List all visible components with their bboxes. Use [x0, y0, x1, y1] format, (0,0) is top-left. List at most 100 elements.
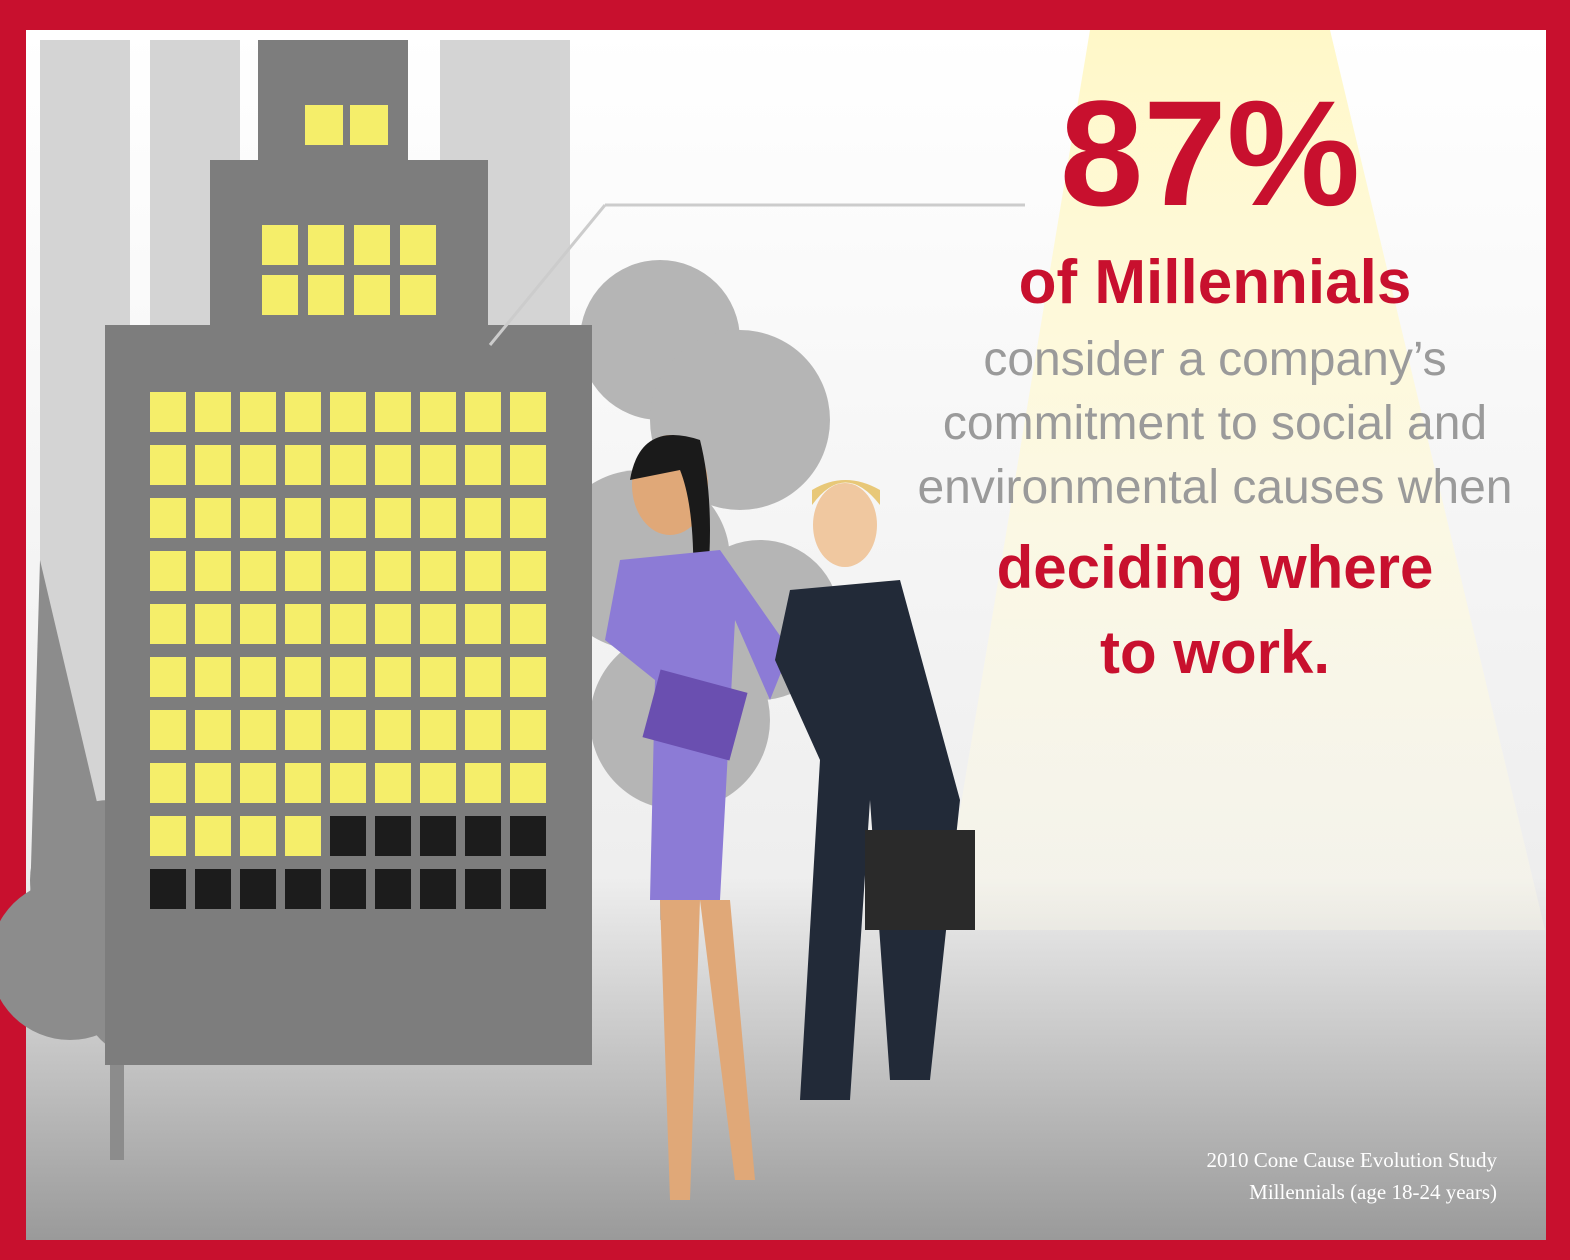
window — [240, 604, 276, 644]
window — [330, 604, 366, 644]
window — [510, 869, 546, 909]
window — [354, 275, 390, 315]
window — [195, 498, 231, 538]
window — [150, 445, 186, 485]
window — [510, 551, 546, 591]
window — [150, 551, 186, 591]
window — [285, 445, 321, 485]
emphasis-line: to work. — [1100, 619, 1330, 686]
window — [285, 551, 321, 591]
window — [305, 105, 343, 145]
window — [465, 498, 501, 538]
window — [510, 392, 546, 432]
window — [285, 392, 321, 432]
window — [420, 551, 456, 591]
window — [150, 710, 186, 750]
window — [375, 710, 411, 750]
emphasis-line: deciding where — [997, 534, 1434, 601]
window — [465, 445, 501, 485]
window — [240, 763, 276, 803]
window — [150, 604, 186, 644]
body-text: consider a company’s commitment to social… — [917, 333, 1512, 514]
window — [330, 816, 366, 856]
window — [465, 869, 501, 909]
window — [375, 657, 411, 697]
window — [240, 869, 276, 909]
window — [308, 275, 344, 315]
window — [195, 710, 231, 750]
window — [195, 816, 231, 856]
window — [285, 710, 321, 750]
window — [150, 392, 186, 432]
window — [420, 816, 456, 856]
body-line: commitment to social and — [943, 397, 1487, 450]
window — [420, 869, 456, 909]
window — [150, 763, 186, 803]
window — [195, 551, 231, 591]
window — [510, 816, 546, 856]
window — [375, 816, 411, 856]
window — [330, 498, 366, 538]
window — [262, 225, 298, 265]
window — [375, 604, 411, 644]
subject: of Millennials — [1019, 248, 1412, 317]
window — [465, 816, 501, 856]
window — [375, 551, 411, 591]
window — [150, 498, 186, 538]
window — [465, 392, 501, 432]
window — [330, 657, 366, 697]
window — [240, 710, 276, 750]
window — [510, 710, 546, 750]
window — [354, 225, 390, 265]
stat: 87% — [1060, 69, 1360, 237]
body-line: environmental causes when — [917, 461, 1512, 514]
window — [510, 763, 546, 803]
window — [330, 763, 366, 803]
man — [775, 480, 975, 1100]
window — [465, 551, 501, 591]
window — [240, 392, 276, 432]
window — [375, 869, 411, 909]
window — [285, 763, 321, 803]
window — [465, 710, 501, 750]
window — [400, 275, 436, 315]
window — [240, 498, 276, 538]
source-line: Millennials (age 18-24 years) — [1249, 1180, 1497, 1204]
windows — [150, 105, 546, 909]
window — [375, 498, 411, 538]
window — [285, 869, 321, 909]
window — [420, 763, 456, 803]
window — [420, 445, 456, 485]
window — [150, 657, 186, 697]
window — [330, 445, 366, 485]
woman — [605, 435, 790, 1200]
window — [240, 551, 276, 591]
window — [330, 551, 366, 591]
window — [195, 657, 231, 697]
window — [308, 225, 344, 265]
window — [465, 604, 501, 644]
window — [285, 498, 321, 538]
source: 2010 Cone Cause Evolution Study Millennia… — [1207, 1148, 1498, 1204]
window — [510, 445, 546, 485]
window — [195, 763, 231, 803]
window — [150, 816, 186, 856]
window — [240, 657, 276, 697]
window — [195, 869, 231, 909]
window — [285, 604, 321, 644]
window — [262, 275, 298, 315]
window — [195, 392, 231, 432]
window — [420, 392, 456, 432]
window — [330, 392, 366, 432]
body-line: consider a company’s — [983, 333, 1446, 386]
window — [240, 816, 276, 856]
spotlight — [940, 30, 1545, 930]
window — [330, 869, 366, 909]
window — [465, 657, 501, 697]
window — [375, 763, 411, 803]
window — [350, 105, 388, 145]
window — [420, 710, 456, 750]
window — [285, 657, 321, 697]
